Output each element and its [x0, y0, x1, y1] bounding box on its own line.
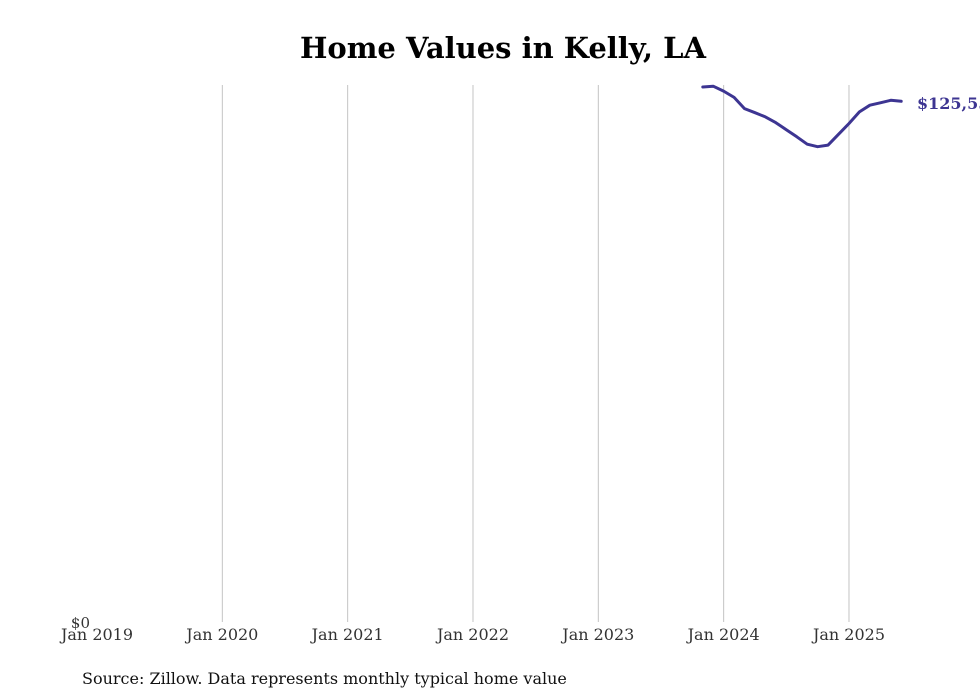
grid — [221, 85, 850, 622]
series-layer — [701, 84, 903, 149]
y-axis-zero-label: $0 — [71, 614, 90, 632]
x-axis-ticks: Jan 2019 Jan 2020 Jan 2021 Jan 2022 Jan 2023… — [59, 625, 885, 644]
last-value-label: $125,558 — [917, 94, 980, 113]
x-tick-label: Jan 2019 — [59, 625, 133, 644]
x-tick-label: Jan 2020 — [184, 625, 258, 644]
x-tick-label: Jan 2022 — [435, 625, 509, 644]
x-tick-label: Jan 2024 — [686, 625, 760, 644]
series-line-0 — [701, 84, 903, 149]
x-tick-label: Jan 2021 — [310, 625, 384, 644]
chart-title: Home Values in Kelly, LA — [300, 31, 706, 65]
source-note: Source: Zillow. Data represents monthly … — [82, 669, 567, 688]
x-tick-label: Jan 2023 — [560, 625, 634, 644]
x-tick-label: Jan 2025 — [811, 625, 885, 644]
